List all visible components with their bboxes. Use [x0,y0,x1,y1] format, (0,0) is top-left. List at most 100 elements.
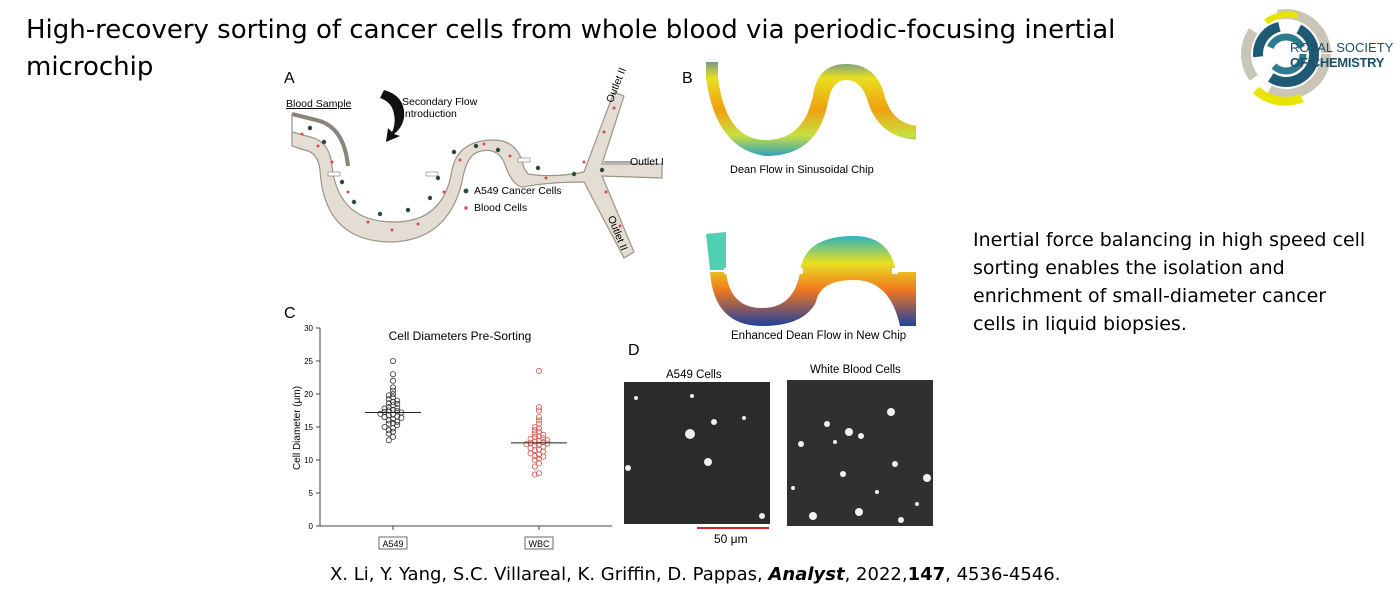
data-point-wbc [531,427,538,434]
data-point-wbc [535,414,542,421]
data-point-wbc [535,455,542,462]
chip-channel-top [291,112,350,167]
data-point-wbc [544,440,551,447]
data-point-wbc [531,438,538,445]
new-chip-channel [710,236,916,326]
x-tick-label: A549 [382,539,403,549]
data-point-wbc [531,430,538,437]
panel-a-microchip-diagram [291,90,663,259]
neck-2 [797,268,803,274]
channel-neck-left [327,171,341,177]
data-point-wbc [535,404,542,411]
data-point-wbc [540,431,547,438]
data-point-wbc [531,456,538,463]
data-point-a549 [390,391,397,398]
rsc-logo-text: ROYAL SOCIETY OF CHEMISTRY [1290,40,1393,70]
data-point-wbc [527,435,534,442]
data-point-wbc [531,463,538,470]
data-point-a549 [381,424,388,431]
legend-blood-dot [464,206,468,210]
panel-c-label: C [284,305,296,322]
scale-bar-label: 50 μm [714,532,748,546]
secondary-flow-line-1: Secondary Flow [402,96,478,108]
legend-cancer-label: A549 Cancer Cells [474,185,562,197]
citation-year: , 2022, [844,564,908,585]
citation-volume: 147 [907,564,946,585]
secondary-flow-label: Secondary Flow Introduction [402,96,477,120]
legend-cancer-dot [463,188,469,194]
chart-points [365,358,567,478]
data-point-a549 [385,407,392,414]
channel-neck-mid [425,171,439,177]
data-point-a549 [390,377,397,384]
data-point-wbc [535,367,542,374]
rsc-logo-icon [1241,9,1331,106]
panel-d-right-title: White Blood Cells [810,364,901,376]
y-tick-label: 5 [309,489,314,498]
data-point-a549 [385,417,392,424]
data-point-a549 [394,422,401,429]
panel-b-label: B [682,70,693,87]
data-point-wbc [540,443,547,450]
data-point-a549 [390,384,397,391]
chip-channel [291,91,663,259]
a549-micrograph [624,382,770,524]
citation: X. Li, Y. Yang, S.C. Villareal, K. Griff… [330,564,1060,585]
logo-line-1: ROYAL SOCIETY [1290,40,1394,55]
y-tick-label: 30 [304,324,313,333]
data-point-a549 [390,358,397,365]
secondary-flow-line-2: Introduction [402,108,457,120]
wbc-cells [791,408,931,523]
cell-diameter-scatter-chart: Cell Diameters Pre-Sorting Cell Diameter… [292,324,612,550]
y-tick-label: 0 [309,522,314,531]
chart-y-ticks: 0 5 10 15 20 25 30 [304,324,320,531]
chart-x-ticks: A549 WBC [378,526,554,550]
data-point-a549 [390,371,397,378]
data-point-a549 [390,433,397,440]
y-tick-label: 25 [304,357,313,366]
a549-cells [625,394,765,519]
data-point-a549 [390,387,397,394]
scale-bar [697,527,769,529]
data-point-a549 [385,437,392,444]
data-point-a549 [385,427,392,434]
neck-1 [724,268,730,274]
chip-cells-blood [300,106,622,232]
summary-text: Inertial force balancing in high speed c… [973,229,1366,335]
data-point-wbc [523,441,530,448]
channel-neck-right [517,157,531,163]
x-tick-box [378,536,408,550]
data-point-wbc [535,417,542,424]
data-point-a549 [390,416,397,423]
data-point-a549 [394,397,401,404]
x-tick-box [524,536,554,550]
data-point-wbc [531,453,538,460]
panel-b-caption-bottom: Enhanced Dean Flow in New Chip [731,330,907,342]
data-point-wbc [531,471,538,478]
chip-cells-cancer [307,125,605,217]
data-point-a549 [381,414,388,421]
data-point-wbc [535,420,542,427]
rsc-logo-rings [1241,9,1331,106]
logo-line-2: OF CHEMISTRY [1290,55,1385,70]
data-point-wbc [540,439,547,446]
data-point-wbc [535,460,542,467]
panel-a-label: A [284,70,295,87]
x-tick-label: WBC [529,539,550,549]
citation-pages: , 4536-4546. [945,564,1061,585]
citation-authors: X. Li, Y. Yang, S.C. Villareal, K. Griff… [330,564,769,585]
legend-blood-label: Blood Cells [474,202,528,214]
citation-journal: Analyst [768,564,845,585]
y-tick-label: 15 [304,423,313,432]
panel-d-left-title: A549 Cells [666,369,722,381]
y-tick-label: 10 [304,456,313,465]
outlet-mid-label: Outlet I [630,156,664,168]
data-point-a549 [385,420,392,427]
data-point-a549 [385,430,392,437]
panel-b-caption-top: Dean Flow in Sinusoidal Chip [730,164,874,176]
panel-d-label: D [628,342,640,359]
slide-title: High-recovery sorting of cancer cells fr… [26,15,1116,82]
data-point-wbc [531,447,538,454]
entry-segment [706,232,726,270]
y-tick-label: 20 [304,390,313,399]
